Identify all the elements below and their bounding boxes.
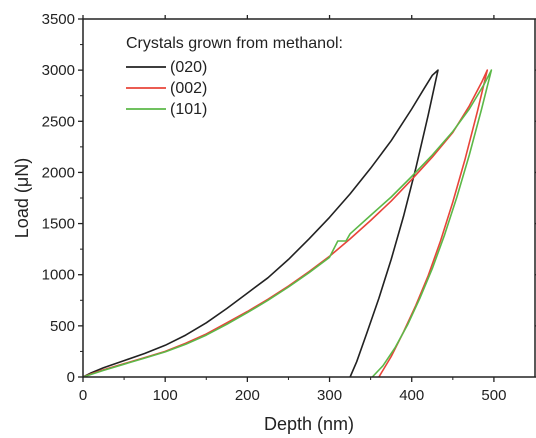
legend-label: (101) bbox=[170, 101, 207, 118]
legend-title: Crystals grown from methanol: bbox=[126, 35, 343, 52]
legend: Crystals grown from methanol: (020) (002)… bbox=[126, 35, 343, 118]
y-tick-label: 1500 bbox=[42, 216, 75, 233]
y-tick-label: 3500 bbox=[42, 11, 75, 28]
series-layer bbox=[82, 69, 493, 378]
y-axis-title: Load (μN) bbox=[12, 158, 32, 238]
ticks-layer: 0 100 200 300 400 500 0 500 1000 1500 2000 2500 3000… bbox=[42, 11, 536, 404]
plot-frame bbox=[82, 18, 536, 378]
x-tick-label: 300 bbox=[317, 387, 342, 404]
legend-label: (002) bbox=[170, 80, 207, 97]
legend-label: (020) bbox=[170, 59, 207, 76]
y-tick-label: 2500 bbox=[42, 113, 75, 130]
legend-items: (020) (002) (101) bbox=[126, 59, 207, 118]
y-tick-label: 500 bbox=[50, 318, 75, 335]
series-line-002 bbox=[82, 69, 489, 378]
series-line-020 bbox=[82, 69, 439, 378]
y-tick-label: 3000 bbox=[42, 62, 75, 79]
series-line-101 bbox=[82, 69, 493, 378]
y-tick-label: 0 bbox=[67, 369, 75, 386]
x-tick-label: 400 bbox=[399, 387, 424, 404]
x-axis-title: Depth (nm) bbox=[264, 414, 354, 434]
y-tick-label: 1000 bbox=[42, 267, 75, 284]
x-tick-label: 200 bbox=[235, 387, 260, 404]
x-tick-label: 0 bbox=[79, 387, 87, 404]
y-tick-label: 2000 bbox=[42, 164, 75, 181]
x-tick-label: 100 bbox=[153, 387, 178, 404]
x-tick-label: 500 bbox=[481, 387, 506, 404]
